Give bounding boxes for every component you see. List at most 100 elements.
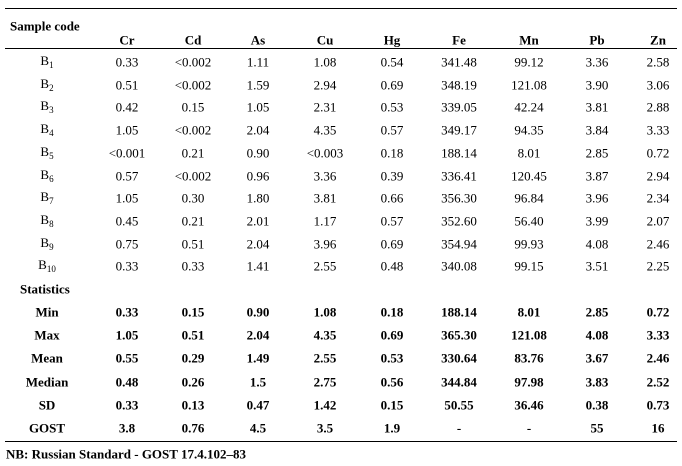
- column-header: Fe: [452, 32, 466, 48]
- cell: 1.17: [313, 213, 337, 229]
- stat-cell: 16: [651, 420, 665, 436]
- stat-cell: 4.08: [585, 327, 609, 343]
- cell: <0.002: [174, 122, 212, 138]
- header-rule: [5, 48, 677, 49]
- sample-code: B6: [40, 168, 53, 184]
- cell: 348.19: [441, 77, 477, 93]
- stat-cell: 50.55: [444, 397, 474, 413]
- cell: <0.002: [174, 77, 212, 93]
- stat-cell: 3.8: [118, 420, 136, 436]
- sample-code: B8: [40, 213, 53, 229]
- sample-letter: B: [40, 143, 50, 159]
- stat-cell: 36.46: [514, 397, 544, 413]
- stat-label: Max: [34, 327, 60, 343]
- stat-cell: 1.08: [313, 304, 337, 320]
- stat-cell: 8.01: [517, 304, 541, 320]
- stat-label: GOST: [28, 420, 66, 436]
- column-header: Mn: [519, 32, 539, 48]
- cell: 0.72: [646, 145, 670, 161]
- cell: 0.21: [181, 145, 205, 161]
- stat-cell: 4.5: [249, 420, 267, 436]
- sample-letter: B: [40, 234, 50, 250]
- stat-cell: 0.69: [380, 327, 404, 343]
- cell: 3.99: [585, 213, 609, 229]
- cell: 3.06: [646, 77, 670, 93]
- cell: 0.66: [380, 190, 404, 206]
- stat-cell: 1.49: [246, 350, 270, 366]
- cell: 0.57: [115, 168, 139, 183]
- cell: 0.18: [380, 145, 404, 161]
- stat-cell: 0.90: [246, 304, 270, 320]
- sample-code: B3: [40, 99, 53, 115]
- stat-label: Min: [35, 304, 59, 320]
- cell: 1.80: [246, 190, 270, 206]
- cell: 2.25: [646, 258, 670, 274]
- stat-cell: 0.15: [181, 304, 205, 320]
- cell: 4.35: [313, 122, 337, 138]
- stat-cell: 0.18: [380, 304, 404, 320]
- cell: <0.002: [174, 54, 212, 70]
- cell: 94.35: [514, 122, 544, 138]
- cell: 1.05: [115, 122, 139, 138]
- cell: 99.93: [514, 236, 544, 252]
- cell: 2.07: [646, 213, 670, 229]
- sample-code: B4: [40, 122, 53, 138]
- cell: 99.12: [514, 54, 544, 70]
- cell: 1.05: [115, 190, 139, 206]
- stat-cell: 0.26: [181, 374, 205, 390]
- cell: 339.05: [441, 99, 477, 115]
- stat-cell: 0.72: [646, 304, 670, 320]
- stat-cell: 0.33: [115, 397, 139, 413]
- sample-letter: B: [40, 98, 50, 114]
- cell: 0.57: [380, 213, 404, 229]
- cell: 340.08: [441, 258, 477, 274]
- cell: 352.60: [441, 213, 477, 229]
- column-header: Cu: [316, 32, 334, 48]
- cell: 0.53: [380, 99, 404, 115]
- stat-cell: 0.76: [181, 420, 205, 436]
- stat-cell: 4.35: [313, 327, 337, 343]
- stat-label: SD: [38, 397, 56, 413]
- sample-code: B10: [38, 258, 56, 274]
- stat-cell: 97.98: [514, 374, 544, 390]
- cell: 3.81: [585, 99, 609, 115]
- cell: 3.33: [646, 122, 670, 138]
- stat-cell: 0.33: [115, 304, 139, 320]
- stat-cell: 55: [590, 420, 604, 436]
- cell: 120.45: [511, 168, 547, 183]
- cell: 121.08: [511, 77, 547, 93]
- sample-letter: B: [38, 257, 47, 273]
- column-header: Pb: [589, 32, 605, 48]
- sample-letter: B: [40, 211, 50, 227]
- sample-letter: B: [40, 75, 50, 91]
- cell: 2.04: [246, 236, 270, 252]
- cell: 0.69: [380, 77, 404, 93]
- cell: 2.85: [585, 145, 609, 161]
- cell: 341.48: [441, 54, 477, 70]
- header-sample-code: Sample code: [10, 18, 80, 34]
- cell: 0.39: [380, 168, 404, 183]
- cell: 0.90: [246, 145, 270, 161]
- cell: 8.01: [517, 145, 541, 161]
- stat-cell: 0.53: [380, 350, 404, 366]
- sample-letter: B: [40, 53, 50, 68]
- top-rule: [5, 8, 677, 9]
- stat-cell: 0.29: [181, 350, 205, 366]
- note: NB: Russian Standard - GOST 17.4.102–83: [6, 446, 246, 462]
- sample-code: B9: [40, 236, 53, 252]
- stat-label: Median: [25, 374, 69, 390]
- cell: 99.15: [514, 258, 544, 274]
- stat-cell: 2.46: [646, 350, 670, 366]
- stat-cell: 365.30: [441, 327, 477, 343]
- stat-cell: 0.56: [380, 374, 404, 390]
- cell: 3.96: [313, 236, 337, 252]
- stat-cell: 3.33: [646, 327, 670, 343]
- stat-cell: 0.13: [181, 397, 205, 413]
- stat-cell: -: [456, 420, 462, 436]
- cell: 0.54: [380, 54, 404, 70]
- column-header: As: [250, 32, 266, 48]
- cell: 0.33: [181, 258, 205, 274]
- cell: 2.94: [646, 168, 670, 183]
- cell: 356.30: [441, 190, 477, 206]
